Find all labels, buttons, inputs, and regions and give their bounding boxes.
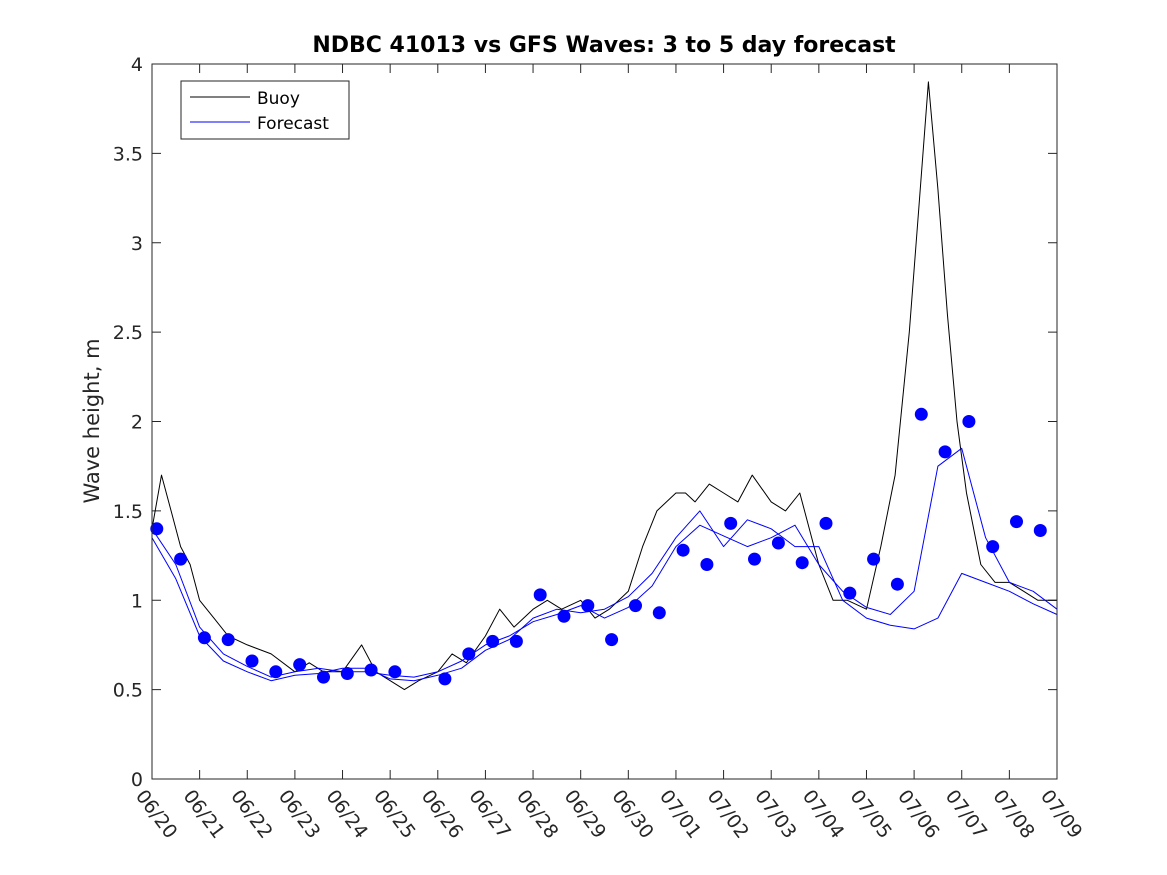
forecast-line xyxy=(151,447,1058,678)
forecast-line xyxy=(151,510,1058,682)
forecast-point xyxy=(557,609,571,623)
legend-box xyxy=(180,80,350,140)
forecast-point xyxy=(748,552,761,566)
forecast-point xyxy=(700,558,714,571)
legend: Buoy Forecast xyxy=(180,80,350,140)
forecast-point xyxy=(986,540,1000,554)
forecast-point xyxy=(150,522,164,536)
forecast-point xyxy=(340,667,354,680)
y-tick-label: 1 xyxy=(131,590,143,612)
y-tick-label: 4 xyxy=(131,54,143,76)
y-tick-label: 3 xyxy=(131,233,143,255)
y-tick-label: 3.5 xyxy=(113,143,143,165)
forecast-point xyxy=(364,663,378,677)
y-tick-label: 0.5 xyxy=(113,680,143,702)
forecast-point xyxy=(221,633,235,647)
forecast-point xyxy=(771,536,785,550)
y-tick-label: 2 xyxy=(131,412,143,434)
forecast-point xyxy=(317,670,330,684)
forecast-point xyxy=(174,552,188,566)
legend-buoy-label: Buoy xyxy=(257,89,300,109)
forecast-point xyxy=(724,516,738,530)
y-axis-label: Wave height, m xyxy=(80,338,104,503)
forecast-point xyxy=(533,588,547,602)
forecast-point xyxy=(867,552,881,566)
chart-title: NDBC 41013 vs GFS Waves: 3 to 5 day fore… xyxy=(312,33,896,58)
y-tick-label: 1.5 xyxy=(113,501,143,523)
forecast-point xyxy=(269,665,283,679)
forecast-point xyxy=(293,658,307,672)
plot-frame xyxy=(151,63,1058,780)
forecast-point xyxy=(629,599,642,613)
forecast-point xyxy=(914,407,928,421)
forecast-point xyxy=(795,556,809,570)
y-tick-label: 0 xyxy=(131,769,143,791)
forecast-point xyxy=(819,516,833,530)
forecast-point xyxy=(438,672,452,686)
forecast-point xyxy=(388,665,402,679)
forecast-point xyxy=(462,647,476,661)
forecast-point xyxy=(676,543,690,557)
forecast-point xyxy=(938,445,952,459)
legend-forecast-label: Forecast xyxy=(257,114,329,134)
forecast-point xyxy=(890,577,904,591)
forecast-point xyxy=(1033,524,1047,537)
forecast-point xyxy=(486,634,500,648)
forecast-point xyxy=(962,415,976,428)
forecast-point xyxy=(509,634,523,648)
forecast-point xyxy=(581,599,595,613)
y-tick-label: 2.5 xyxy=(113,322,143,344)
forecast-point xyxy=(605,633,619,647)
forecast-point xyxy=(197,631,211,645)
forecast-point xyxy=(652,606,666,620)
forecast-point xyxy=(1010,515,1023,529)
forecast-point xyxy=(245,654,259,668)
forecast-point xyxy=(843,586,857,600)
